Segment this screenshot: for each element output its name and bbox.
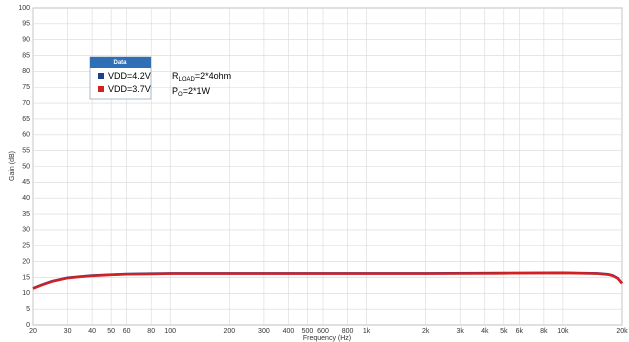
annotation-part: =2*4ohm	[195, 71, 231, 81]
annotation-part: =2*1W	[183, 86, 211, 96]
annotation-part: P	[172, 86, 178, 96]
x-tick-label: 400	[283, 328, 295, 335]
x-tick-label: 800	[342, 328, 354, 335]
legend-label: VDD=4.2V	[108, 71, 151, 81]
legend-title: Data	[113, 60, 127, 66]
y-tick-label: 35	[22, 211, 30, 218]
x-tick-label: 5k	[500, 328, 508, 335]
legend-header	[90, 57, 151, 68]
legend-swatch	[98, 73, 104, 79]
x-tick-label: 2k	[422, 328, 430, 335]
y-tick-label: 75	[22, 84, 30, 91]
x-tick-label: 40	[88, 328, 96, 335]
annotation: RLOAD=2*4ohm	[172, 71, 231, 82]
y-tick-label: 70	[22, 100, 30, 107]
x-tick-label: 10k	[557, 328, 569, 335]
y-tick-label: 40	[22, 195, 30, 202]
y-tick-label: 10	[22, 290, 30, 297]
x-tick-label: 20	[29, 328, 37, 335]
x-tick-label: 6k	[516, 328, 524, 335]
x-tick-label: 20k	[616, 328, 628, 335]
y-tick-label: 5	[26, 306, 30, 313]
x-tick-label: 100	[164, 328, 176, 335]
legend-swatch	[98, 86, 104, 92]
y-tick-label: 55	[22, 147, 30, 154]
y-tick-label: 80	[22, 68, 30, 75]
y-tick-label: 20	[22, 258, 30, 265]
annotation-part: O	[178, 92, 183, 98]
x-axis-label: Frequency (Hz)	[303, 335, 351, 342]
y-tick-label: 50	[22, 163, 30, 170]
x-tick-label: 50	[107, 328, 115, 335]
x-tick-label: 30	[64, 328, 72, 335]
x-tick-label: 80	[147, 328, 155, 335]
annotation-part: R	[172, 71, 179, 81]
x-tick-label: 600	[317, 328, 329, 335]
y-tick-label: 85	[22, 52, 30, 59]
annotation: PO=2*1W	[172, 86, 210, 97]
x-tick-label: 1k	[363, 328, 371, 335]
y-tick-label: 25	[22, 243, 30, 250]
x-tick-label: 3k	[457, 328, 465, 335]
y-tick-label: 95	[22, 21, 30, 28]
y-tick-label: 15	[22, 274, 30, 281]
y-tick-label: 100	[18, 5, 30, 12]
x-tick-label: 8k	[540, 328, 548, 335]
y-tick-label: 65	[22, 116, 30, 123]
legend: Data VDD=4.2V VDD=3.7V	[89, 56, 152, 100]
y-tick-label: 90	[22, 37, 30, 44]
annotation-part: LOAD	[179, 77, 196, 83]
y-tick-label: 60	[22, 132, 30, 139]
y-tick-label: 0	[26, 322, 30, 329]
x-tick-label: 4k	[481, 328, 489, 335]
x-tick-label: 300	[258, 328, 270, 335]
y-tick-label: 30	[22, 227, 30, 234]
series-line	[32, 271, 623, 290]
y-tick-label: 45	[22, 179, 30, 186]
x-tick-label: 200	[223, 328, 235, 335]
x-tick-label: 500	[302, 328, 314, 335]
y-axis-label: Gain (dB)	[9, 151, 16, 181]
x-tick-label: 60	[123, 328, 131, 335]
legend-label: VDD=3.7V	[108, 84, 151, 94]
